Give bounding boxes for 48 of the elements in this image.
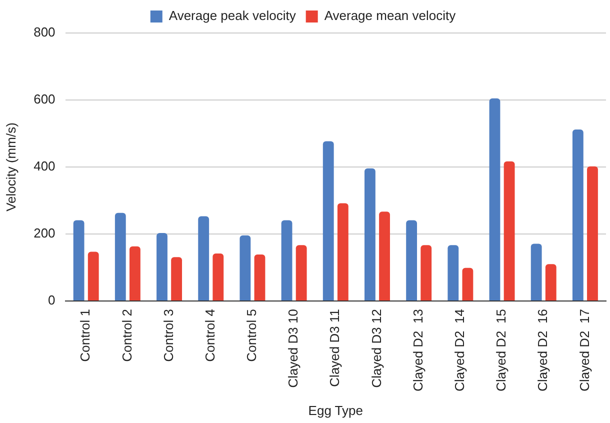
y-tick-label: 600	[34, 92, 56, 107]
bar	[88, 252, 99, 301]
x-tick-label: Clayed D2 16	[535, 309, 550, 392]
x-tick-label: Clayed D3 11	[327, 309, 342, 387]
x-tick-label: Control 5	[244, 309, 260, 362]
bar	[73, 220, 84, 301]
x-tick-label: Control 2	[119, 309, 134, 362]
bar	[406, 220, 418, 301]
bar	[212, 253, 224, 301]
bar	[572, 129, 584, 301]
bar	[198, 216, 210, 301]
bar	[420, 245, 432, 301]
x-tick-label: Clayed D3 12	[368, 309, 384, 388]
bar	[254, 254, 266, 301]
bar	[364, 168, 376, 301]
x-tick-label: Control 1	[78, 309, 93, 362]
x-tick-label: Control 3	[160, 309, 176, 362]
bar	[130, 246, 140, 301]
bar	[530, 244, 542, 301]
bar	[296, 245, 307, 301]
bar	[322, 141, 334, 301]
bar	[462, 268, 474, 301]
bar	[337, 203, 348, 301]
x-tick-label: Control 4	[202, 309, 218, 362]
y-tick-label: 200	[34, 226, 56, 241]
x-axis-title: Egg Type	[308, 402, 363, 418]
y-tick-label: 800	[34, 24, 56, 40]
x-tick-label: Clayed D2 14	[452, 309, 467, 392]
bar	[156, 233, 168, 301]
bar	[240, 235, 251, 301]
bar	[114, 212, 126, 301]
x-tick-label: Clayed D3 10	[286, 309, 301, 388]
y-axis-title: Velocity (mm/s)	[3, 122, 18, 212]
y-tick-label: 400	[34, 158, 56, 174]
bar	[281, 220, 292, 301]
bar	[545, 264, 556, 301]
bar	[587, 166, 598, 301]
bar	[171, 257, 182, 301]
bar	[448, 245, 459, 301]
x-tick-label: Clayed D2 15	[494, 309, 509, 392]
y-tick-label: 0	[48, 292, 56, 308]
x-tick-label: Clayed D2 13	[410, 309, 426, 392]
bar	[489, 98, 500, 301]
legend-label: Average mean velocity	[324, 8, 456, 24]
bar	[504, 161, 515, 301]
legend-label: Average peak velocity	[168, 8, 296, 24]
bar	[379, 212, 390, 301]
x-tick-label: Clayed D2 17	[576, 309, 592, 392]
